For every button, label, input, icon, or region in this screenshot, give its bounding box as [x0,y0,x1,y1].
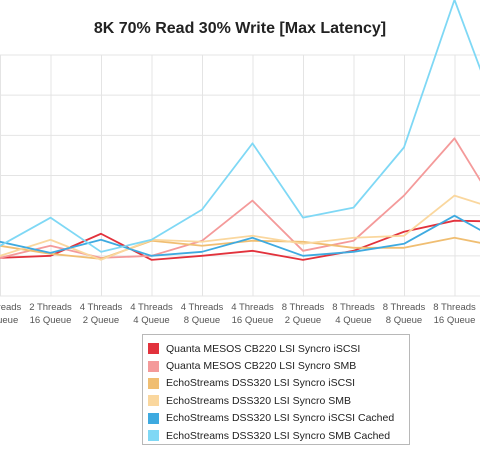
legend-item: Quanta MESOS CB220 LSI Syncro SMB [148,357,409,374]
legend-item: Quanta MESOS CB220 LSI Syncro iSCSI [148,340,409,357]
legend-label: Quanta MESOS CB220 LSI Syncro iSCSI [166,342,361,355]
x-tick-label: 4 Threads [181,302,224,313]
legend-swatch [148,377,159,389]
x-tick-label: 4 Threads [130,302,173,313]
x-tick-label: 8 Threads [433,302,476,313]
x-tick-label: 16 Queue [232,315,274,326]
legend-item: EchoStreams DSS320 LSI Syncro SMB Cached [148,427,409,444]
x-tick-label: 4 Threads [80,302,123,313]
legend: Quanta MESOS CB220 LSI Syncro iSCSI Quan… [142,334,410,445]
x-tick-label: 2 Queue [285,315,321,326]
legend-label: EchoStreams DSS320 LSI Syncro iSCSI [166,377,356,390]
x-tick-label: 16 Queue [434,315,476,326]
chart-title: 8K 70% Read 30% Write [Max Latency] [93,20,387,37]
legend-swatch [148,395,159,407]
x-tick-label: 2 Queue [83,315,119,326]
x-tick-labels: 1 Threads 1 Queue 2 Threads 16 Queue 4 Threa… [0,302,476,326]
legend-swatch [148,360,159,372]
x-tick-label: 4 Queue [133,315,169,326]
x-tick-label: 8 Threads [383,302,426,313]
legend-swatch [148,343,159,355]
x-tick-label: 8 Queue [386,315,422,326]
legend-swatch [148,430,159,442]
x-tick-label: 16 Queue [30,315,72,326]
series-line [0,0,480,253]
x-tick-label: 4 Queue [335,315,371,326]
x-tick-label: 1 Queue [0,315,18,326]
legend-label: EchoStreams DSS320 LSI Syncro SMB [166,394,351,407]
x-tick-label: 4 Threads [231,302,274,313]
legend-swatch [148,412,159,424]
x-tick-label: 1 Threads [0,302,22,313]
legend-label: EchoStreams DSS320 LSI Syncro iSCSI Cach… [166,412,395,425]
x-tick-label: 8 Threads [282,302,325,313]
legend-label: EchoStreams DSS320 LSI Syncro SMB Cached [166,429,391,442]
series-line [0,219,480,261]
series-line [0,137,480,259]
x-tick-label: 8 Threads [332,302,375,313]
x-tick-label: 8 Queue [184,315,220,326]
x-tick-label: 2 Threads [29,302,72,313]
grid-lines [0,54,480,297]
series-line [0,214,480,257]
legend-item: EchoStreams DSS320 LSI Syncro SMB [148,392,409,409]
series-lines [0,0,480,261]
legend-label: Quanta MESOS CB220 LSI Syncro SMB [166,360,357,373]
legend-item: EchoStreams DSS320 LSI Syncro iSCSI [148,375,409,392]
legend-item: EchoStreams DSS320 LSI Syncro iSCSI Cach… [148,410,409,427]
